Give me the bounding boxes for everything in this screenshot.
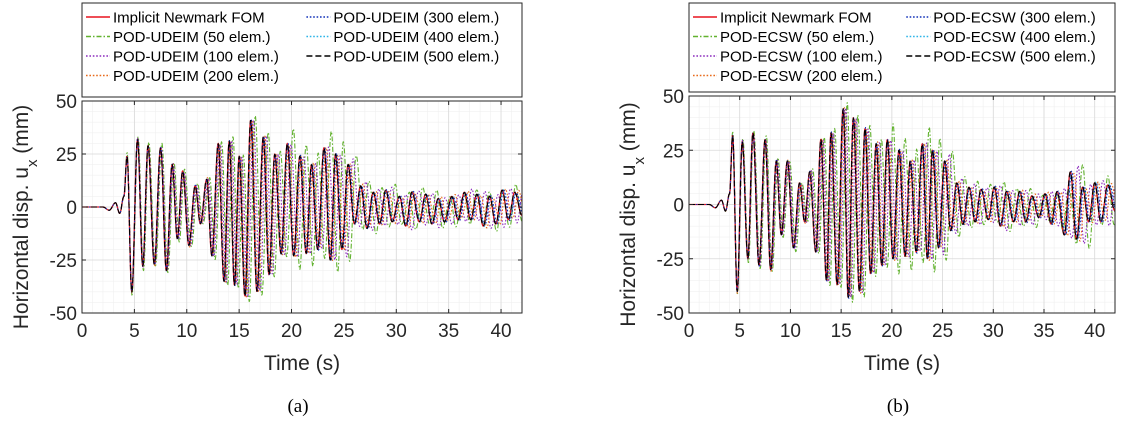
y-tick-label: 50 (663, 87, 684, 108)
x-tick-label: 10 (176, 321, 197, 342)
x-tick-label: 30 (386, 321, 407, 342)
x-axis-label: Time (s) (864, 352, 940, 375)
series-line (689, 108, 1115, 298)
series-line (82, 115, 522, 303)
chart-panel-a: 0 5 10 15 20 25 30 35 40 50 25 0 -25 -50 Horizontal di… (10, 2, 523, 417)
y-tick-label: -25 (50, 251, 77, 272)
legend-label: POD-UDEIM (500 elem.) (333, 49, 499, 66)
legend-label: POD-UDEIM (400 elem.) (333, 29, 499, 46)
chart-panel-b: 0 5 10 15 20 25 30 35 40 50 25 0 -25 -50 Horizontal di… (617, 2, 1116, 417)
x-tick-label: 40 (490, 321, 511, 342)
x-tick-label: 25 (932, 321, 953, 342)
y-axis-label-subscript: x (24, 159, 41, 167)
x-tick-label: 5 (129, 321, 140, 342)
x-tick-label: 15 (229, 321, 250, 342)
y-tick-label: -50 (657, 304, 684, 325)
x-tick-label: 15 (831, 321, 852, 342)
x-tick-label: 35 (1033, 321, 1054, 342)
legend-label: POD-UDEIM (200 elem.) (113, 68, 279, 85)
series-lines (689, 102, 1115, 303)
x-tick-label: 0 (684, 321, 695, 342)
x-tick-label: 30 (983, 321, 1004, 342)
x-tick-label: 0 (77, 321, 88, 342)
legend-box (688, 2, 1116, 93)
legend-label: POD-UDEIM (300 elem.) (333, 10, 499, 27)
series-line (689, 107, 1115, 298)
legend-label: POD-ECSW (50 elem.) (720, 29, 874, 46)
legend-label: POD-ECSW (200 elem.) (720, 68, 883, 85)
legend-label: POD-ECSW (400 elem.) (933, 29, 1096, 46)
series-lines (82, 115, 522, 303)
legend-label: Implicit Newmark FOM (720, 10, 872, 27)
y-axis-label: Horizontal disp. ux (mm) (10, 105, 41, 330)
y-axis-label-main: Horizontal disp. u (10, 167, 33, 329)
legend-label: POD-UDEIM (100 elem.) (113, 49, 279, 66)
y-axis-label-main: Horizontal disp. u (617, 165, 640, 327)
legend-label: Implicit Newmark FOM (113, 10, 265, 27)
x-tick-label: 20 (281, 321, 302, 342)
y-tick-label: -50 (50, 304, 77, 325)
x-tick-label: 40 (1084, 321, 1105, 342)
panel-caption: (b) (887, 396, 909, 417)
y-tick-label: 0 (66, 198, 77, 219)
panel-caption: (a) (287, 396, 308, 417)
y-axis-label-unit: (mm) (617, 102, 640, 157)
y-tick-label: 25 (56, 145, 77, 166)
legend-label: POD-ECSW (300 elem.) (933, 10, 1096, 27)
y-axis-label: Horizontal disp. ux (mm) (617, 102, 648, 327)
series-line (689, 108, 1115, 298)
y-tick-label: 25 (663, 141, 684, 162)
y-axis-label-subscript: x (631, 157, 648, 165)
x-tick-label: 10 (780, 321, 801, 342)
legend-box (81, 2, 523, 98)
legend-label: POD-ECSW (100 elem.) (720, 49, 883, 66)
y-tick-label: 50 (56, 92, 77, 113)
x-axis-label: Time (s) (264, 352, 340, 375)
legend-label: POD-ECSW (500 elem.) (933, 49, 1096, 66)
x-tick-label: 25 (333, 321, 354, 342)
x-tick-label: 35 (438, 321, 459, 342)
x-tick-label: 20 (881, 321, 902, 342)
legend-label: POD-UDEIM (50 elem.) (113, 29, 271, 46)
series-line (82, 119, 522, 297)
series-line (689, 107, 1115, 297)
x-tick-label: 5 (734, 321, 745, 342)
y-tick-label: -25 (657, 250, 684, 271)
y-axis-label-unit: (mm) (10, 105, 33, 160)
y-tick-label: 0 (673, 196, 684, 217)
